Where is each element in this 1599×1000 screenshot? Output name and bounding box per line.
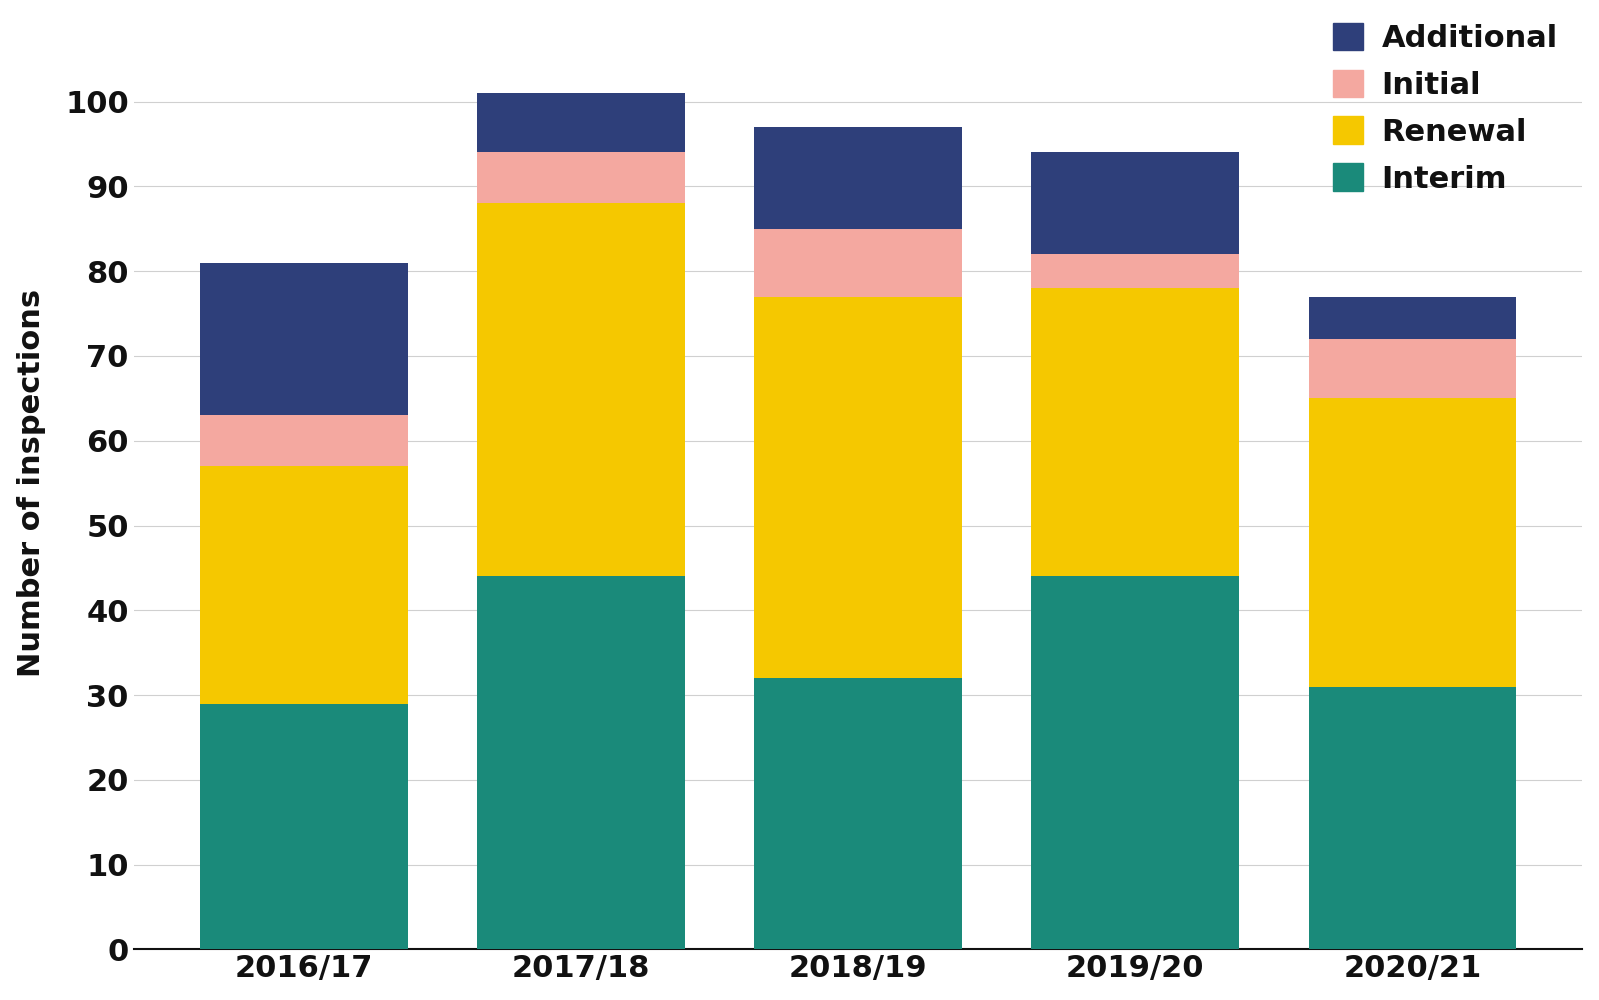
Bar: [200, 415, 408, 466]
Bar: [1308, 687, 1516, 949]
Y-axis label: Number of inspections: Number of inspections: [16, 289, 46, 677]
Bar: [755, 127, 963, 229]
Bar: [755, 297, 963, 678]
Bar: [755, 229, 963, 297]
Bar: [1031, 288, 1239, 576]
Bar: [200, 704, 408, 949]
Bar: [1308, 339, 1516, 398]
Bar: [1308, 398, 1516, 687]
Bar: [477, 203, 684, 576]
Bar: [755, 678, 963, 949]
Legend: Additional, Initial, Renewal, Interim: Additional, Initial, Renewal, Interim: [1324, 13, 1567, 203]
Bar: [477, 152, 684, 203]
Bar: [1031, 576, 1239, 949]
Bar: [200, 263, 408, 415]
Bar: [477, 93, 684, 152]
Bar: [1031, 254, 1239, 288]
Bar: [1031, 152, 1239, 254]
Bar: [1308, 297, 1516, 339]
Bar: [477, 576, 684, 949]
Bar: [200, 466, 408, 704]
